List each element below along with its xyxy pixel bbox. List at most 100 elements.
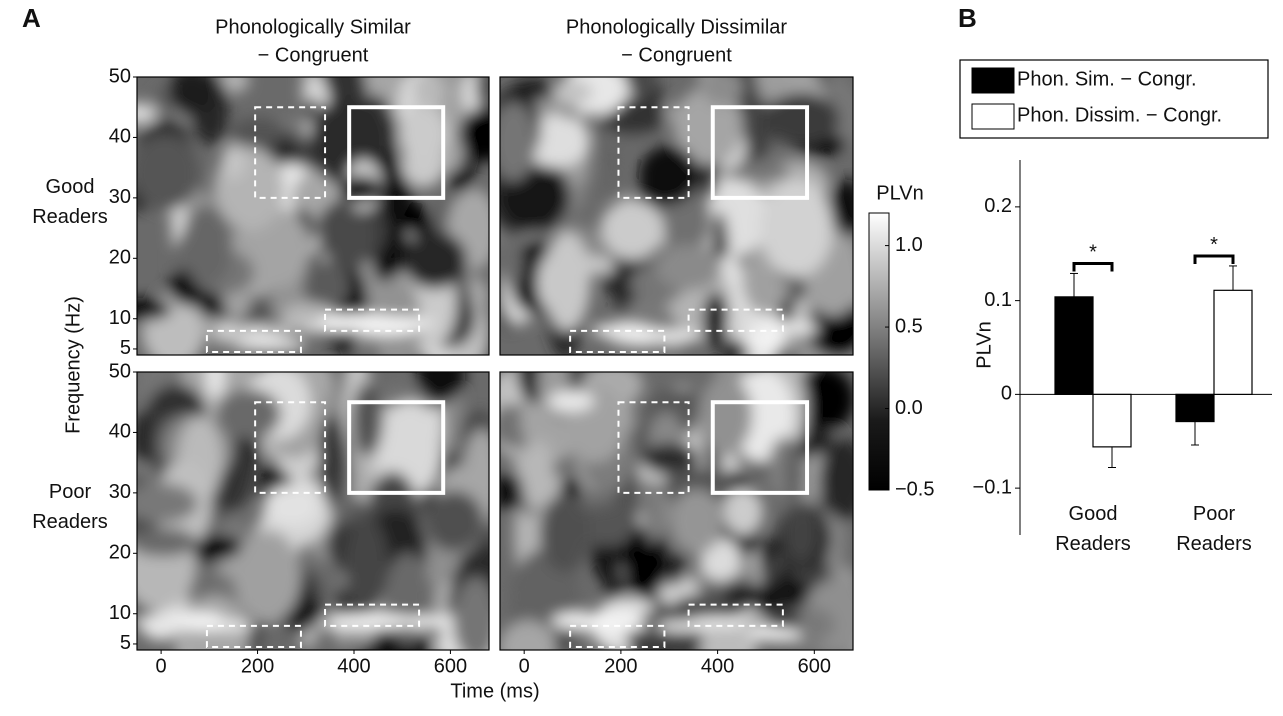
texture-blob <box>722 581 768 609</box>
colorbar-tick-label: 0.0 <box>895 397 923 419</box>
texture-blob <box>722 160 791 183</box>
x-tick-label: Poor Readers <box>1176 503 1252 555</box>
texture-blob <box>662 467 734 505</box>
region-box <box>617 401 690 494</box>
texture-blob <box>137 483 198 523</box>
texture-blob <box>819 438 853 521</box>
heatmap-panel <box>500 77 853 355</box>
y-tick-label: 0.1 <box>984 289 1012 311</box>
texture-blob <box>538 372 570 423</box>
bar <box>1175 393 1215 423</box>
texture-blob <box>318 414 345 503</box>
x-tick-label: 400 <box>701 655 734 677</box>
panel-letter: B <box>958 3 977 33</box>
y-tick-label: 0 <box>1001 383 1012 405</box>
texture-blob <box>784 439 803 508</box>
texture-blob <box>689 617 748 628</box>
texture-blob <box>521 440 555 510</box>
texture-blob <box>401 615 455 629</box>
texture-blob <box>233 530 302 624</box>
x-tick-label: 0 <box>519 655 530 677</box>
y-tick-label: 5 <box>120 632 131 654</box>
y-axis-label: PLVn <box>973 321 995 368</box>
contour-texture <box>137 77 489 355</box>
texture-blob <box>438 77 468 173</box>
texture-blob <box>221 143 246 180</box>
heatmap-panel <box>500 372 853 650</box>
texture-blob <box>756 322 820 335</box>
region-box <box>569 329 666 353</box>
y-tick-label: 10 <box>109 307 131 329</box>
texture-blob <box>258 621 296 650</box>
y-tick-label: 0.2 <box>984 195 1012 217</box>
contour-texture <box>137 372 489 650</box>
row-label: Poor Readers <box>32 481 108 533</box>
texture-blob <box>701 77 743 106</box>
texture-blob <box>137 102 158 125</box>
colorbar-tick-label: 1.0 <box>895 234 923 256</box>
y-tick-label: 30 <box>109 186 131 208</box>
region-box <box>205 329 302 353</box>
texture-blob <box>740 334 793 350</box>
y-axis-label: Frequency (Hz) <box>62 296 84 434</box>
texture-blob <box>301 97 322 125</box>
x-tick-label: 400 <box>337 655 370 677</box>
region-box <box>254 401 327 494</box>
significance-label: * <box>1089 242 1097 264</box>
texture-blob <box>424 490 484 552</box>
texture-blob <box>398 106 449 164</box>
y-tick-label: −0.1 <box>973 476 1012 498</box>
texture-blob <box>502 233 523 291</box>
contour-texture <box>500 372 853 650</box>
texture-blob <box>175 612 223 624</box>
texture-blob <box>215 389 281 440</box>
texture-blob <box>548 390 595 412</box>
texture-blob <box>668 551 685 587</box>
legend-swatch <box>971 67 1015 94</box>
texture-blob <box>638 145 699 205</box>
texture-blob <box>747 628 802 642</box>
region-box <box>254 106 327 199</box>
y-tick-label: 40 <box>109 126 131 148</box>
region-box <box>205 624 302 648</box>
texture-blob <box>591 323 653 338</box>
texture-blob <box>319 313 402 328</box>
texture-blob <box>622 526 670 597</box>
legend-swatch <box>971 103 1015 130</box>
texture-blob <box>302 260 350 312</box>
texture-blob <box>558 613 642 623</box>
x-tick-label: 200 <box>604 655 637 677</box>
region-box <box>710 105 810 200</box>
region-box <box>347 105 446 200</box>
column-title: Phonologically Dissimilar <box>566 16 788 38</box>
texture-blob <box>654 331 701 343</box>
y-tick-label: 50 <box>109 65 131 87</box>
texture-blob <box>321 203 376 270</box>
bar <box>1054 296 1094 395</box>
y-tick-label: 50 <box>109 360 131 382</box>
texture-blob <box>670 488 723 555</box>
x-tick-label: 200 <box>241 655 274 677</box>
y-tick-label: 40 <box>109 421 131 443</box>
colorbar-tick-label: 0.5 <box>895 315 923 337</box>
panel-frame <box>136 371 490 651</box>
texture-blob <box>764 92 840 146</box>
texture-blob <box>459 107 489 162</box>
texture-blob <box>137 297 172 322</box>
bar <box>1213 289 1253 395</box>
texture-blob <box>760 179 833 278</box>
region-box <box>687 603 784 627</box>
region-box <box>687 308 784 332</box>
texture-blob <box>264 484 320 526</box>
texture-blob <box>402 231 468 289</box>
texture-blob <box>500 101 537 182</box>
texture-blob <box>452 576 489 650</box>
texture-blob <box>543 231 591 331</box>
region-box <box>324 603 421 627</box>
panel-frame <box>136 76 490 356</box>
panel-frame <box>499 76 854 356</box>
texture-blob <box>413 77 444 107</box>
x-tick-label: 600 <box>434 655 467 677</box>
texture-blob <box>500 472 525 512</box>
